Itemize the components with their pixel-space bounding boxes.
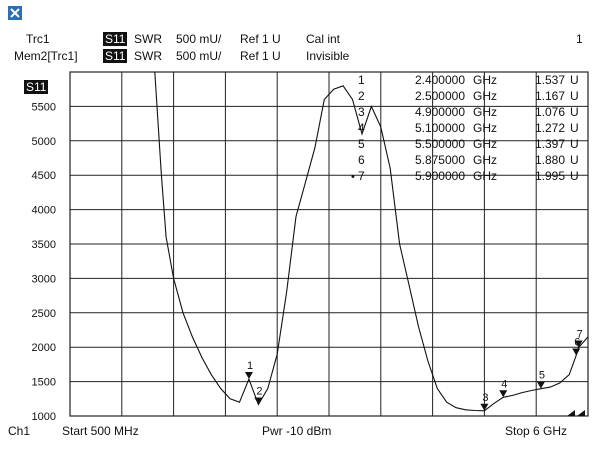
marker-table-frequency-unit: GHz: [473, 153, 497, 167]
marker-table-value: 1.397: [535, 137, 565, 151]
marker-table-value-unit: U: [570, 137, 579, 151]
marker-number-label: 2: [256, 386, 262, 398]
memory-format-label[interactable]: SWR: [134, 49, 162, 63]
marker-table-value-unit: U: [570, 105, 579, 119]
marker-table-value: 1.537: [535, 73, 565, 87]
footer-stop-frequency[interactable]: Stop 6 GHz: [505, 424, 568, 438]
marker-number-label: 7: [577, 329, 583, 341]
marker-table-id: 2: [358, 89, 365, 103]
active-marker-dot-icon: •: [351, 171, 355, 183]
marker-table-value: 1.272: [535, 121, 565, 135]
marker-table-value: 1.995: [535, 169, 565, 183]
marker-triangle: [254, 397, 263, 405]
marker-triangle: [244, 372, 253, 380]
memory-visibility-status: Invisible: [306, 49, 350, 63]
marker-triangle: [480, 403, 489, 411]
marker-table-value-unit: U: [570, 89, 579, 103]
marker-table-frequency: 5.500000: [415, 137, 465, 151]
marker-table-id: 3: [358, 105, 365, 119]
swr-trace: [154, 71, 589, 412]
y-tick-label: 4000: [32, 205, 56, 217]
marker-table-value-unit: U: [570, 121, 579, 135]
marker-table-value: 1.880: [535, 153, 565, 167]
marker-number-label: 4: [501, 378, 507, 390]
y-tick-label: 2000: [32, 342, 56, 354]
marker-number-label: 1: [247, 360, 253, 372]
marker-offscreen-icon: [567, 410, 575, 416]
marker-table-frequency-unit: GHz: [473, 169, 497, 183]
format-label[interactable]: SWR: [134, 32, 162, 46]
plot-trace-badge[interactable]: S11: [24, 80, 49, 94]
footer-power[interactable]: Pwr -10 dBm: [262, 424, 332, 438]
param-badge[interactable]: S11: [103, 32, 128, 46]
marker-table-frequency: 4.900000: [415, 105, 465, 119]
marker-number-label: 5: [539, 370, 545, 382]
marker-table-value: 1.167: [535, 89, 565, 103]
memory-ref-label[interactable]: Ref 1 U: [240, 49, 281, 63]
marker-table-id: 5: [358, 137, 365, 151]
footer-start-frequency[interactable]: Start 500 MHz: [62, 424, 139, 438]
marker-table-frequency: 2.500000: [415, 89, 465, 103]
memory-trace-name[interactable]: Mem2[Trc1]: [14, 49, 78, 63]
marker-table-value-unit: U: [570, 73, 579, 87]
marker-triangle: [572, 348, 581, 356]
marker-table-id: 7: [358, 169, 365, 183]
marker-table-frequency-unit: GHz: [473, 137, 497, 151]
marker-table-id: 6: [358, 153, 365, 167]
footer-channel: Ch1: [8, 424, 31, 438]
marker-table-frequency: 2.400000: [415, 73, 465, 87]
marker-table-frequency: 5.900000: [415, 169, 465, 183]
y-tick-label: 5000: [32, 136, 56, 148]
marker-table-frequency: 5.875000: [415, 153, 465, 167]
marker-offscreen-icon: [577, 410, 585, 416]
y-tick-label: 1500: [32, 377, 56, 389]
marker-triangle: [536, 381, 545, 389]
marker-table-frequency: 5.100000: [415, 121, 465, 135]
y-tick-label: 2500: [32, 308, 56, 320]
marker-number-label: 3: [482, 392, 488, 404]
marker-table-frequency-unit: GHz: [473, 89, 497, 103]
cal-status: Cal int: [306, 32, 341, 46]
scale-label[interactable]: 500 mU/: [176, 32, 222, 46]
memory-param-badge[interactable]: S11: [103, 49, 128, 63]
marker-table-frequency-unit: GHz: [473, 105, 497, 119]
marker-table-value: 1.076: [535, 105, 565, 119]
y-tick-label: 5500: [32, 101, 56, 113]
marker-triangle: [499, 390, 508, 398]
marker-table-id: 4: [358, 121, 365, 135]
marker-table-value-unit: U: [570, 153, 579, 167]
y-tick-label: 1000: [32, 411, 56, 423]
ref-label[interactable]: Ref 1 U: [240, 32, 281, 46]
y-tick-label: 3500: [32, 239, 56, 251]
channel-number: 1: [576, 32, 583, 46]
rohde-schwarz-logo-icon: [8, 6, 22, 20]
y-tick-label: 3000: [32, 273, 56, 285]
marker-table-id: 1: [358, 73, 365, 87]
marker-table-frequency-unit: GHz: [473, 73, 497, 87]
marker-triangle: [574, 340, 583, 348]
trace-name[interactable]: Trc1: [26, 32, 50, 46]
memory-scale-label[interactable]: 500 mU/: [176, 49, 222, 63]
marker-table-value-unit: U: [570, 169, 579, 183]
marker-table-frequency-unit: GHz: [473, 121, 497, 135]
y-tick-label: 4500: [32, 170, 56, 182]
